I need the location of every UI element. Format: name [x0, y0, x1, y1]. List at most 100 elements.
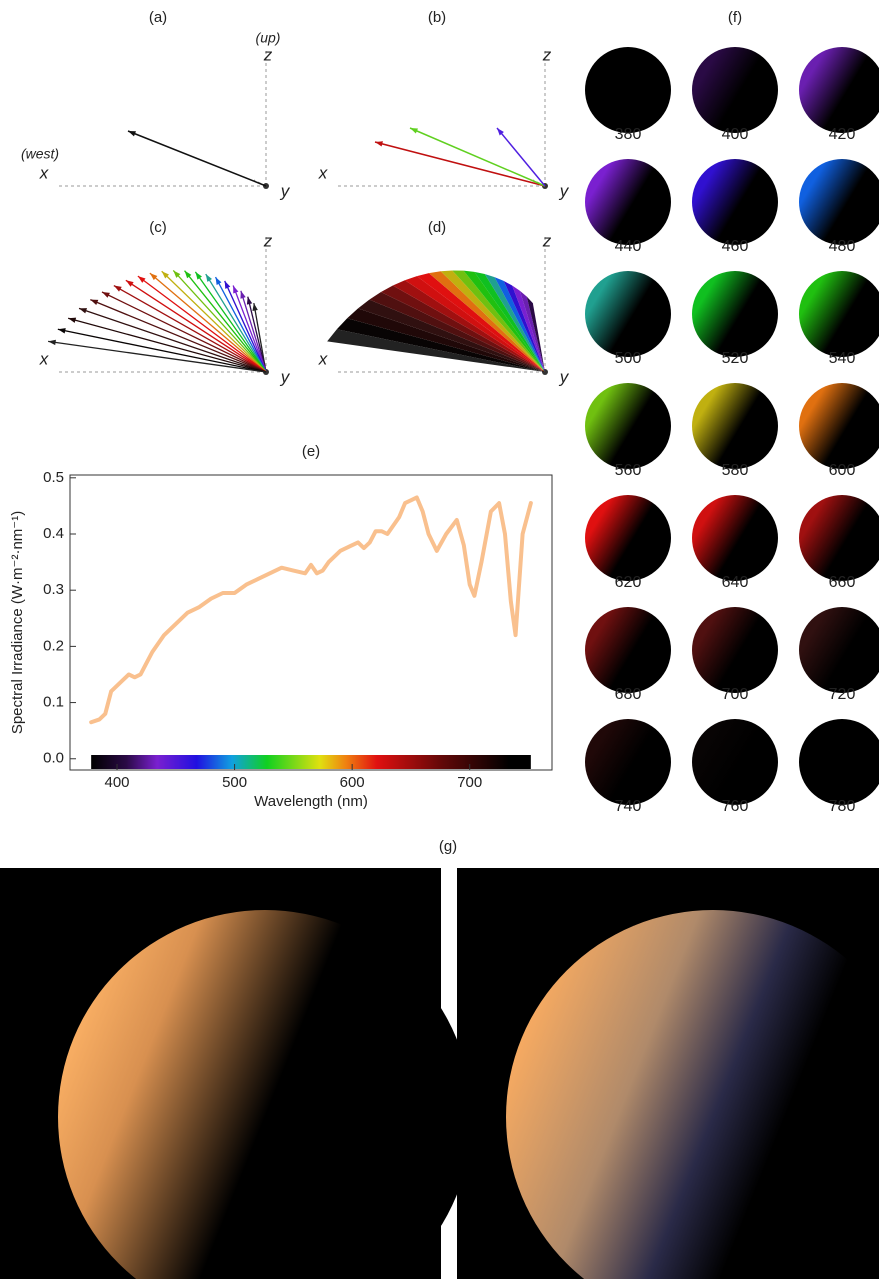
spectral-sphere	[585, 271, 671, 357]
wavelength-label: 660	[829, 574, 856, 591]
arrow-head	[375, 141, 383, 146]
wavelength-label: 420	[829, 126, 856, 143]
arrow-head	[90, 300, 98, 305]
colorbar	[91, 755, 531, 769]
wavelength-label: 500	[615, 350, 642, 367]
wavelength-label: 460	[722, 238, 749, 255]
wavelength-label: 780	[829, 798, 856, 815]
spectral-sphere	[692, 383, 778, 469]
spectral-sphere	[799, 47, 879, 133]
axis-label: x	[39, 163, 49, 182]
y-axis-title: Spectral Irradiance (W·m⁻²·nm⁻¹)	[9, 511, 26, 734]
panel-label: (c)	[149, 219, 167, 236]
spectral-sphere	[692, 47, 778, 133]
panel-label: (d)	[428, 219, 446, 236]
arrow-head	[126, 280, 134, 286]
wavelength-label: 400	[722, 126, 749, 143]
x-tick-label: 400	[105, 774, 130, 791]
spectral-sphere	[799, 495, 879, 581]
chart-title: (e)	[302, 443, 320, 460]
arrow-head	[410, 128, 418, 133]
arrow-head	[252, 303, 257, 311]
wavelength-label: 700	[722, 686, 749, 703]
spectral-sphere	[692, 159, 778, 245]
y-tick-label: 0.5	[43, 469, 64, 486]
y-tick-label: 0.1	[43, 694, 64, 711]
arrow-head	[48, 340, 56, 345]
spectral-sphere	[799, 719, 879, 805]
axis-note: (west)	[21, 146, 59, 162]
wavelength-label: 580	[722, 462, 749, 479]
y-tick-label: 0.2	[43, 637, 64, 654]
vector	[90, 300, 266, 372]
arrow-head	[79, 308, 87, 313]
wavelength-label: 520	[722, 350, 749, 367]
spectral-sphere	[799, 271, 879, 357]
wavelength-label: 540	[829, 350, 856, 367]
panel-label: (a)	[149, 9, 167, 26]
arrow-head	[233, 286, 238, 294]
x-tick-label: 600	[340, 774, 365, 791]
axis-label: x	[318, 163, 328, 182]
axis-label: z	[263, 45, 273, 64]
axis	[56, 51, 266, 186]
arrow-head	[128, 131, 136, 136]
plot-frame	[70, 475, 552, 770]
axis-label: y	[280, 367, 291, 386]
vector	[150, 273, 266, 372]
axis-label: z	[542, 231, 552, 250]
spectral-sphere	[585, 383, 671, 469]
spectral-sphere	[585, 47, 671, 133]
axis	[335, 51, 545, 186]
spectral-sphere	[692, 607, 778, 693]
wavelength-label: 440	[615, 238, 642, 255]
spectral-sphere	[692, 495, 778, 581]
spectral-sphere	[799, 159, 879, 245]
wavelength-label: 480	[829, 238, 856, 255]
page: {"panels": [ {"label": "(a)", "up": "(up…	[0, 0, 879, 1279]
panel-label: (g)	[439, 838, 457, 855]
spectral-sphere	[692, 271, 778, 357]
vector	[68, 318, 266, 372]
spectral-sphere	[585, 159, 671, 245]
spectral-sphere	[692, 719, 778, 805]
panel-label: (b)	[428, 9, 446, 26]
wavelength-label: 600	[829, 462, 856, 479]
panel-label: (f)	[728, 9, 742, 26]
axis-label: y	[280, 181, 291, 200]
axis-label: z	[263, 231, 273, 250]
wavelength-label: 380	[615, 126, 642, 143]
vector	[138, 276, 266, 372]
vector	[128, 131, 266, 186]
spectral-sphere	[585, 495, 671, 581]
vector	[497, 128, 545, 186]
vector	[375, 142, 545, 186]
wavelength-label: 620	[615, 574, 642, 591]
wavelength-label: 560	[615, 462, 642, 479]
x-axis-title: Wavelength (nm)	[254, 793, 368, 810]
x-tick-label: 700	[457, 774, 482, 791]
axis-label: y	[559, 181, 570, 200]
y-tick-label: 0.3	[43, 581, 64, 598]
axis-label: x	[39, 349, 49, 368]
wavelength-label: 680	[615, 686, 642, 703]
arrow-head	[68, 318, 76, 323]
wavelength-label: 760	[722, 798, 749, 815]
vector	[58, 329, 266, 372]
spectral-sphere	[585, 719, 671, 805]
spectral-sphere	[799, 383, 879, 469]
x-tick-label: 500	[222, 774, 247, 791]
axis-label: y	[559, 367, 570, 386]
wavelength-label: 740	[615, 798, 642, 815]
axis-label: x	[318, 349, 328, 368]
figure: (g) (f) (a)zxy(up)(west)(b)zxy(c)zxy(d)z…	[0, 0, 879, 1279]
arrow-head	[225, 281, 231, 289]
axis-label: z	[542, 45, 552, 64]
arrow-head	[114, 286, 122, 292]
arrow-head	[247, 297, 252, 305]
arrow-head	[195, 272, 202, 280]
spectral-sphere	[585, 607, 671, 693]
arrow-head	[138, 276, 146, 283]
wavelength-label: 640	[722, 574, 749, 591]
wavelength-label: 720	[829, 686, 856, 703]
